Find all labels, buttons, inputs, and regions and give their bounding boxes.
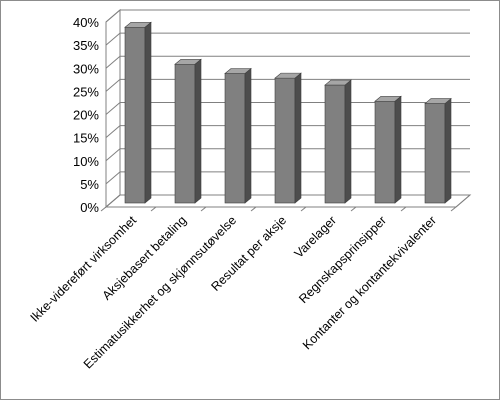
bar-top	[124, 21, 152, 28]
gridline-depth	[105, 148, 121, 162]
bar	[374, 95, 402, 204]
bar	[424, 97, 452, 204]
x-tick-mark	[450, 206, 457, 212]
bar-top	[324, 79, 352, 86]
bar-side	[444, 97, 452, 204]
bar-front	[274, 77, 296, 204]
gridline-depth	[105, 102, 121, 115]
bar-front	[224, 73, 246, 204]
y-axis-tick-labels: 0% 5% 10% 15% 20% 25% 30% 35% 40%	[73, 15, 99, 215]
y-tick-label: 20%	[73, 108, 99, 123]
bar-top	[174, 58, 202, 65]
bar-top	[424, 98, 452, 104]
y-tick-label: 15%	[73, 131, 99, 146]
bar	[174, 58, 202, 204]
bar-side	[194, 58, 202, 204]
bar-side	[244, 67, 252, 204]
bar	[124, 21, 152, 204]
bar-front	[424, 103, 446, 204]
gridline-depth	[105, 125, 121, 139]
bar	[224, 67, 252, 204]
bar-front	[124, 26, 146, 204]
floor-edge	[455, 194, 471, 208]
y-tick-label: 35%	[73, 38, 99, 53]
y-tick-label: 10%	[73, 154, 99, 169]
y-tick-label: 25%	[73, 84, 99, 99]
gridline-depth	[105, 9, 121, 23]
category-label: Regnskapsprinsipper	[296, 213, 389, 306]
bar-front	[374, 100, 396, 204]
gridline-depth	[105, 32, 121, 46]
bar	[274, 72, 302, 204]
category-label: Varelager	[292, 213, 340, 261]
x-tick-mark	[200, 206, 207, 212]
x-tick-mark	[150, 206, 157, 212]
bar-top	[374, 95, 402, 102]
y-tick-label: 0%	[80, 200, 99, 215]
gridline-depth	[105, 78, 121, 92]
x-tick-mark	[400, 206, 407, 212]
y-tick-label: 30%	[73, 61, 99, 76]
x-tick-mark	[250, 206, 257, 212]
bar-side	[394, 95, 402, 204]
bar-side	[344, 79, 352, 204]
x-tick-mark	[350, 206, 357, 212]
bar-top	[224, 68, 252, 74]
bar-front	[174, 63, 196, 204]
bar-top	[274, 72, 302, 79]
y-tick-label: 40%	[73, 15, 99, 30]
bar	[324, 79, 352, 204]
gridline-depth	[105, 55, 121, 69]
gridline-depth	[105, 171, 121, 185]
x-tick-mark	[300, 206, 307, 212]
category-label: Aksjebasert betaling	[100, 213, 190, 303]
bar-side	[144, 21, 152, 204]
x-tick-mark	[100, 206, 107, 212]
y-tick-label: 5%	[80, 177, 99, 192]
bar-side	[294, 72, 302, 204]
bar-front	[324, 84, 346, 204]
bar-layer	[124, 21, 452, 204]
